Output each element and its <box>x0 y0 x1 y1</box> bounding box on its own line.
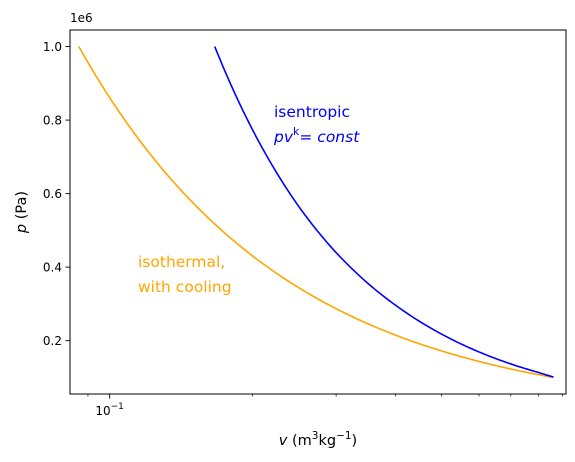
y-axis-label: p (Pa) <box>14 191 30 234</box>
isentropic-annotation: isentropic <box>274 103 350 121</box>
y-axis-var: p <box>14 224 30 234</box>
plot-frame <box>69 29 567 395</box>
x-axis-unit-close: ) <box>352 433 358 449</box>
formula-exponent: k <box>293 125 300 138</box>
y-tick-label: 0.2 <box>43 334 62 348</box>
y-offset-text: 1e6 <box>70 11 93 25</box>
y-axis-unit: (Pa) <box>14 191 30 224</box>
formula-base: pv <box>273 128 294 146</box>
tick-layer: 0.2 0.4 0.6 0.8 1.0 10−1 <box>43 40 563 418</box>
formula-rest: = const <box>299 128 360 146</box>
isothermal-annotation-line2: with cooling <box>138 278 232 296</box>
x-axis-unit-mid: kg <box>318 433 336 449</box>
x-tick-label: 10−1 <box>95 402 124 418</box>
x-axis-label: v (m3kg−1) <box>279 430 357 449</box>
x-axis-unit-open: (m <box>287 433 311 449</box>
isentropic-formula: pvk= const <box>273 125 360 146</box>
isentropic-curve <box>214 46 554 378</box>
x-axis-sup2: −1 <box>336 430 351 442</box>
series-layer <box>78 46 554 379</box>
isothermal-annotation-line1: isothermal, <box>138 253 225 271</box>
y-tick-label: 1.0 <box>43 40 62 54</box>
y-tick-label: 0.8 <box>43 113 62 127</box>
y-tick-label: 0.4 <box>43 260 62 274</box>
y-tick-label: 0.6 <box>43 187 62 201</box>
x-axis-var: v <box>279 433 288 449</box>
isothermal-curve <box>78 46 554 379</box>
x-axis-sup1: 3 <box>312 430 319 442</box>
